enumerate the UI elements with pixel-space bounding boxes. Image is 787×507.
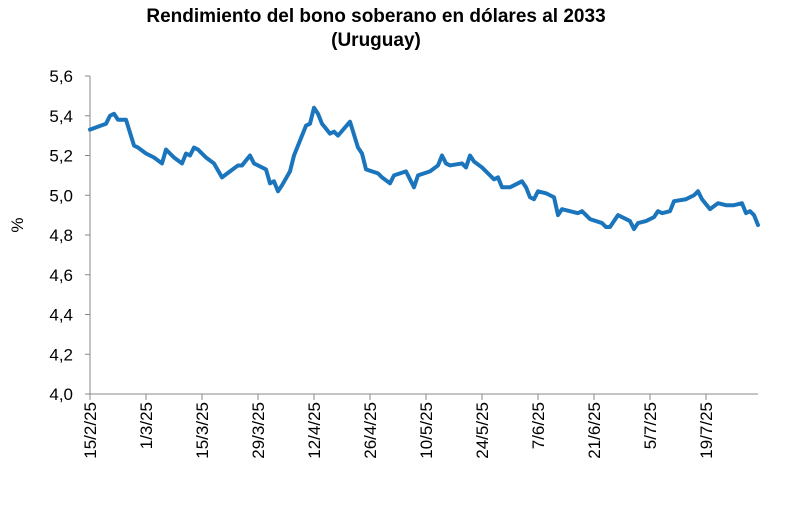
y-tick-label: 4,2 <box>49 345 73 364</box>
x-tick-label: 15/3/25 <box>193 402 212 459</box>
y-axis-label: % <box>8 217 27 232</box>
x-tick-label: 12/4/25 <box>305 402 324 459</box>
x-tick-label: 10/5/25 <box>417 402 436 459</box>
y-tick-label: 4,6 <box>49 266 73 285</box>
chart-subtitle: (Uruguay) <box>331 30 421 51</box>
x-tick-label: 19/7/25 <box>697 402 716 459</box>
x-tick-label: 29/3/25 <box>249 402 268 459</box>
x-tick-label: 26/4/25 <box>361 402 380 459</box>
x-tick-label: 24/5/25 <box>473 402 492 459</box>
y-tick-label: 4,4 <box>49 306 73 325</box>
x-tick-label: 5/7/25 <box>641 402 660 449</box>
y-tick-label: 5,4 <box>49 107 73 126</box>
y-tick-label: 4,8 <box>49 226 73 245</box>
x-tick-label: 1/3/25 <box>137 402 156 449</box>
y-tick-label: 5,0 <box>49 186 73 205</box>
data-line <box>88 105 760 232</box>
y-tick-label: 5,2 <box>49 147 73 166</box>
chart-title: Rendimiento del bono soberano en dólares… <box>146 6 605 27</box>
x-tick-label: 7/6/25 <box>529 402 548 449</box>
x-tick-label: 21/6/25 <box>585 402 604 459</box>
x-tick-label: 15/2/25 <box>81 402 100 459</box>
y-tick-label: 5,6 <box>49 67 73 86</box>
y-tick-label: 4,0 <box>49 385 73 404</box>
